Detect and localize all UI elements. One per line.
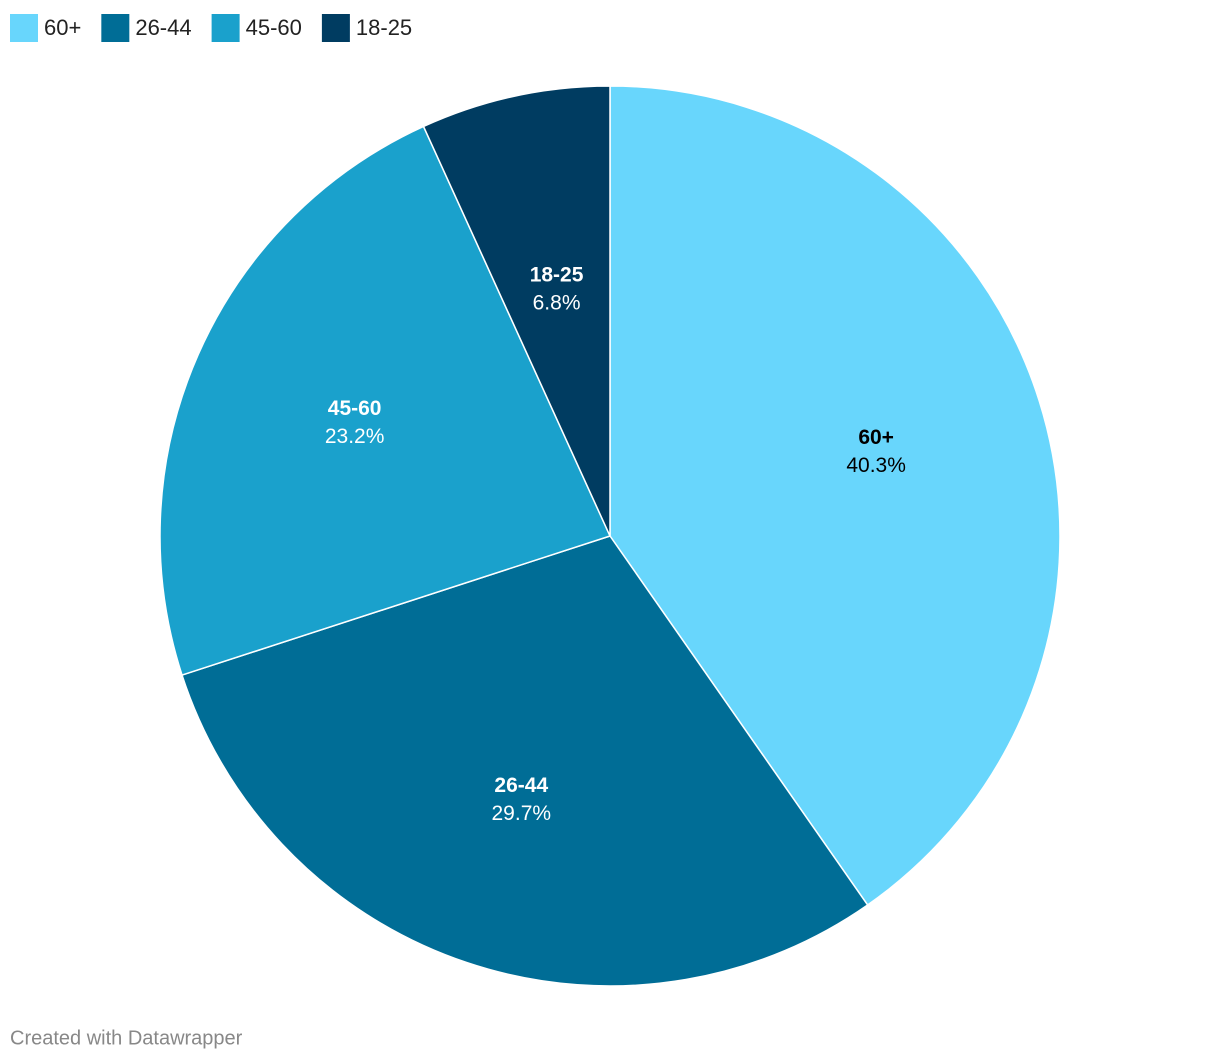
pie-slice [159,125,612,677]
pie-slice [609,85,1061,907]
slice-value: 40.3% [846,454,906,477]
pie [159,85,1061,987]
legend-swatch [10,14,38,42]
legend-swatch [101,14,130,42]
slice-name: 60+ [858,426,894,449]
pie-slice [181,535,869,987]
legend-label: 60+ [44,15,81,40]
legend-swatch [321,14,350,42]
pie-slice [422,85,611,537]
slice-name: 45-60 [328,397,382,420]
slice-labels: 60+ 40.3% 26-44 29.7% 45-60 23.2% 18-25 6.8% [325,263,906,825]
slice-name: 26-44 [494,774,548,797]
slice-value: 6.8% [533,291,581,314]
slice-value: 23.2% [325,425,385,448]
legend-label: 18-25 [356,15,412,40]
legend-swatch [211,14,240,42]
legend-label: 26-44 [135,15,191,40]
slice-name: 18-25 [530,263,584,286]
credit: Created with Datawrapper [10,1027,243,1049]
legend-label: 45-60 [246,15,302,40]
slice-value: 29.7% [492,802,552,825]
legend: 60+ 26-44 45-60 18-25 [10,14,412,42]
